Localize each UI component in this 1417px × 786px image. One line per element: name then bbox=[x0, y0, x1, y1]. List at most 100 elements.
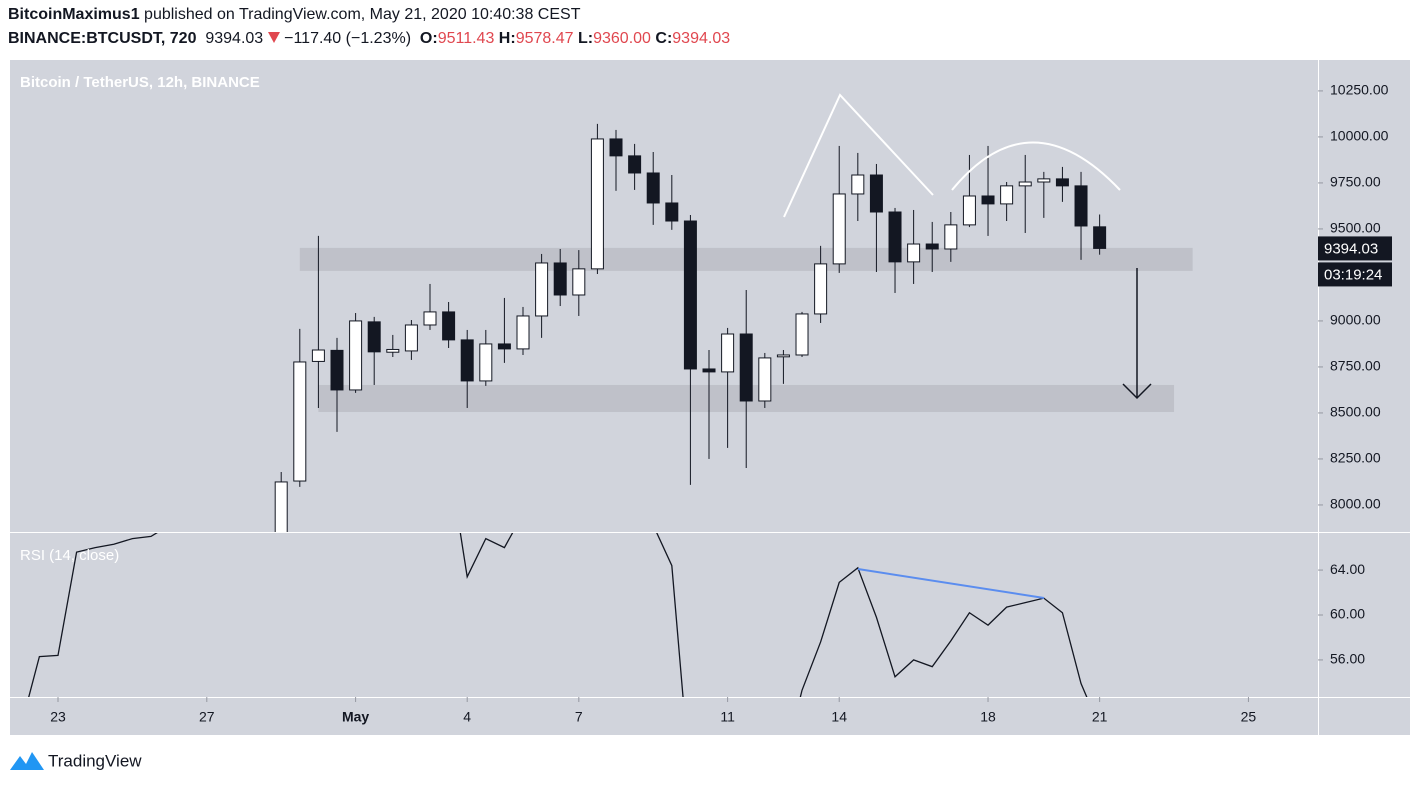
h-value: 9578.47 bbox=[515, 30, 574, 47]
rsi-title: RSI (14, close) bbox=[20, 547, 119, 564]
candle-body bbox=[274, 481, 288, 532]
x-tick-label: 27 bbox=[199, 709, 215, 725]
candle-body bbox=[590, 138, 604, 270]
candle-body bbox=[869, 174, 883, 213]
symbol: BINANCE:BTCUSDT, 720 bbox=[8, 30, 197, 47]
candle-body bbox=[814, 263, 828, 315]
candle-body bbox=[609, 138, 623, 157]
brand: TradingView bbox=[10, 751, 142, 770]
candle-body bbox=[553, 262, 567, 296]
candle-body bbox=[293, 361, 307, 482]
y-tick-label: 9500.00 bbox=[1330, 220, 1381, 236]
last-price-box bbox=[1318, 236, 1392, 261]
candle-body bbox=[962, 195, 976, 226]
candle-body bbox=[1074, 185, 1088, 227]
y-tick-label: 8750.00 bbox=[1330, 358, 1381, 374]
x-tick-label: 18 bbox=[980, 709, 996, 725]
rsi-pane bbox=[28, 533, 1088, 697]
candle-body bbox=[497, 343, 511, 350]
candle-body bbox=[739, 333, 753, 402]
candle-body bbox=[423, 311, 437, 326]
x-tick-label: 7 bbox=[575, 709, 583, 725]
x-tick-label: 14 bbox=[831, 709, 847, 725]
candle-body bbox=[330, 349, 344, 391]
candle-body bbox=[1093, 226, 1107, 249]
last-price: 9394.03 bbox=[205, 30, 264, 47]
divergence-line bbox=[857, 568, 1045, 599]
author: BitcoinMaximus1 bbox=[8, 6, 140, 23]
c-label: C: bbox=[655, 30, 673, 47]
candle-body bbox=[721, 333, 735, 373]
candle-body bbox=[442, 311, 456, 341]
o-value: 9511.43 bbox=[437, 30, 495, 47]
y-tick-label: 8000.00 bbox=[1330, 496, 1381, 512]
candle-body bbox=[516, 315, 530, 350]
candle-body bbox=[460, 339, 474, 382]
timer-label: 03:19:24 bbox=[1324, 266, 1382, 283]
published: published on TradingView.com, May 21, 20… bbox=[139, 6, 581, 23]
brand-logo bbox=[10, 752, 44, 770]
h-label: H: bbox=[498, 30, 516, 47]
candle-body bbox=[888, 211, 902, 263]
y-tick-label: 9750.00 bbox=[1330, 174, 1381, 190]
candle-body bbox=[1037, 178, 1051, 183]
candle-body bbox=[776, 354, 790, 358]
candle-body bbox=[795, 313, 809, 356]
y-tick-label: 9000.00 bbox=[1330, 312, 1381, 328]
candle-body bbox=[702, 368, 716, 373]
y-tick-label: 8500.00 bbox=[1330, 404, 1381, 420]
x-tick-label: 21 bbox=[1092, 709, 1108, 725]
candle-body bbox=[665, 202, 679, 222]
brand-name: TradingView bbox=[48, 751, 142, 770]
pane-title: Bitcoin / TetherUS, 12h, BINANCE bbox=[20, 74, 260, 91]
c-value: 9394.03 bbox=[672, 30, 731, 47]
candle-body bbox=[1000, 185, 1014, 205]
annotations bbox=[783, 93, 1152, 599]
candle-body bbox=[535, 262, 549, 317]
header-line-2: BINANCE:BTCUSDT, 720 9394.03 −117.40 (−1… bbox=[8, 30, 730, 48]
y-tick-label: 64.00 bbox=[1330, 561, 1365, 577]
candle-body bbox=[907, 243, 921, 263]
down-arrow-head bbox=[1122, 383, 1152, 400]
candle-body bbox=[758, 357, 772, 402]
candle-body bbox=[851, 174, 865, 195]
candle-body bbox=[404, 324, 418, 352]
head-drawing bbox=[783, 93, 934, 218]
l-value: 9360.00 bbox=[593, 30, 651, 47]
last-price-label: 9394.03 bbox=[1324, 240, 1378, 257]
candle-body bbox=[479, 343, 493, 382]
price-pane bbox=[274, 123, 1193, 532]
candle-body bbox=[683, 220, 697, 370]
candle-body bbox=[981, 195, 995, 205]
x-tick-label: 25 bbox=[1241, 709, 1257, 725]
candle-body bbox=[311, 349, 325, 362]
header-line-1: BitcoinMaximus1 published on TradingView… bbox=[8, 6, 580, 24]
arc-drawing bbox=[951, 141, 1121, 191]
candle-body bbox=[367, 321, 381, 353]
candle-body bbox=[925, 243, 939, 250]
y-tick-label: 8250.00 bbox=[1330, 450, 1381, 466]
x-tick-label: 23 bbox=[50, 709, 66, 725]
rsi-line bbox=[28, 533, 1088, 697]
candle-body bbox=[386, 348, 400, 353]
candle-body bbox=[1018, 181, 1032, 187]
candle-body bbox=[1055, 178, 1069, 187]
l-label: L: bbox=[577, 30, 594, 47]
y-tick-label: 10000.00 bbox=[1330, 128, 1389, 144]
o-label: O: bbox=[419, 30, 438, 47]
x-tick-label: 4 bbox=[463, 709, 471, 725]
candle-body bbox=[832, 193, 846, 265]
change: −117.40 (−1.23%) bbox=[284, 30, 412, 47]
x-tick-label: May bbox=[342, 709, 369, 725]
candle-body bbox=[572, 268, 586, 296]
candle-body bbox=[628, 155, 642, 174]
y-tick-label: 56.00 bbox=[1330, 651, 1365, 667]
x-tick-label: 11 bbox=[720, 709, 735, 725]
candle-body bbox=[646, 172, 660, 204]
axes: 8000.00 8250.00 8500.00 8750.00 9000.00 9500.… bbox=[50, 82, 1392, 725]
down-arrow bbox=[267, 32, 280, 43]
y-tick-label: 10250.00 bbox=[1330, 82, 1389, 98]
y-tick-label: 60.00 bbox=[1330, 606, 1365, 622]
